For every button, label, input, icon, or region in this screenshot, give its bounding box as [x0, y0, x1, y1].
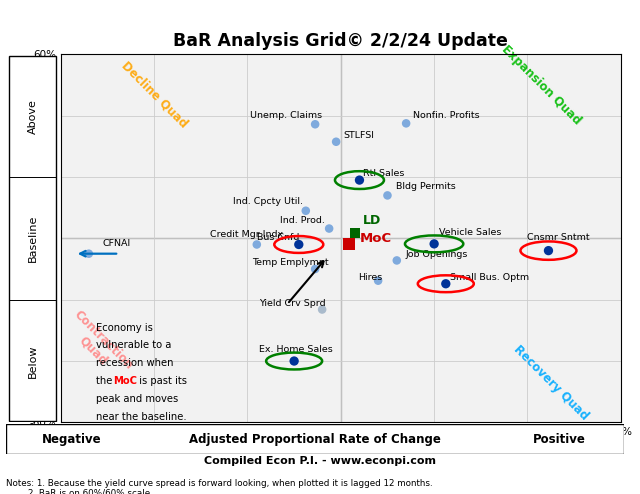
Point: [252, 241, 262, 248]
Text: Contraction
Quad: Contraction Quad: [61, 308, 136, 383]
Text: the: the: [96, 376, 115, 386]
Text: Below: Below: [28, 345, 38, 378]
Text: Unemp. Claims: Unemp. Claims: [250, 111, 322, 120]
Text: Expansion Quad: Expansion Quad: [499, 43, 584, 127]
Point: [289, 357, 300, 365]
Point: [294, 241, 304, 248]
Text: is past its: is past its: [136, 376, 187, 386]
Text: Cnsmr Sntmt: Cnsmr Sntmt: [527, 233, 590, 242]
Text: STLFSI: STLFSI: [343, 131, 374, 140]
Title: BaR Analysis Grid© 2/2/24 Update: BaR Analysis Grid© 2/2/24 Update: [173, 32, 508, 50]
Text: MoC: MoC: [113, 376, 138, 386]
Text: MoC: MoC: [360, 232, 392, 246]
Text: Vehicle Sales: Vehicle Sales: [439, 228, 501, 237]
Point: [401, 120, 412, 127]
Text: Ind. Cpcty Util.: Ind. Cpcty Util.: [234, 197, 303, 206]
Text: Above: Above: [28, 99, 38, 134]
Text: Decline Quad: Decline Quad: [118, 59, 190, 130]
Text: Nonfin. Profits: Nonfin. Profits: [413, 111, 480, 120]
Text: Notes: 1. Because the yield curve spread is forward looking, when plotted it is : Notes: 1. Because the yield curve spread…: [6, 479, 433, 488]
Point: [310, 265, 320, 273]
Text: Credit Mgr Indx: Credit Mgr Indx: [210, 230, 284, 239]
Text: Hires: Hires: [358, 273, 383, 282]
Point: [324, 225, 334, 233]
Point: [301, 207, 311, 215]
Point: [543, 247, 554, 254]
Text: Negative: Negative: [42, 433, 101, 446]
Point: [382, 192, 392, 200]
Text: LD: LD: [364, 214, 381, 227]
Point: [310, 121, 320, 128]
Point: [429, 240, 439, 248]
Point: [317, 306, 327, 314]
Point: [392, 256, 402, 264]
Text: Rtl Sales: Rtl Sales: [364, 168, 404, 178]
Text: peak and moves: peak and moves: [96, 394, 178, 404]
Point: [373, 277, 383, 285]
Text: Adjusted Proportional Rate of Change: Adjusted Proportional Rate of Change: [189, 433, 441, 446]
Text: Ex. Home Sales: Ex. Home Sales: [259, 345, 333, 354]
Text: Bldg Permits: Bldg Permits: [396, 182, 456, 191]
Text: vulnerable to a: vulnerable to a: [96, 340, 171, 350]
Point: [349, 229, 360, 237]
Text: Recovery Quad: Recovery Quad: [511, 342, 591, 422]
Text: recession when: recession when: [96, 358, 173, 368]
Text: Compiled Econ P.I. - www.econpi.com: Compiled Econ P.I. - www.econpi.com: [204, 456, 436, 466]
FancyBboxPatch shape: [6, 424, 624, 454]
Text: Yield Crv Sprd: Yield Crv Sprd: [259, 299, 326, 308]
Text: Job Openings: Job Openings: [405, 250, 468, 259]
Text: near the baseline.: near the baseline.: [96, 412, 186, 422]
Text: CFNAI: CFNAI: [103, 239, 131, 248]
Text: Economy is: Economy is: [96, 323, 153, 332]
Text: Baseline: Baseline: [28, 215, 38, 262]
Text: Small Bus. Optm: Small Bus. Optm: [451, 273, 529, 282]
Point: [355, 176, 365, 184]
Text: Positive: Positive: [532, 433, 586, 446]
Point: [441, 280, 451, 288]
Point: [344, 240, 355, 248]
FancyBboxPatch shape: [9, 56, 56, 420]
Text: Bus Cnfd: Bus Cnfd: [257, 233, 299, 242]
Text: Temp Emplymnt: Temp Emplymnt: [252, 258, 329, 267]
Text: 2. BaR is on 60%/60% scale: 2. BaR is on 60%/60% scale: [6, 488, 150, 494]
Text: Ind. Prod.: Ind. Prod.: [280, 216, 325, 225]
Point: [331, 138, 341, 146]
Point: [84, 250, 94, 258]
